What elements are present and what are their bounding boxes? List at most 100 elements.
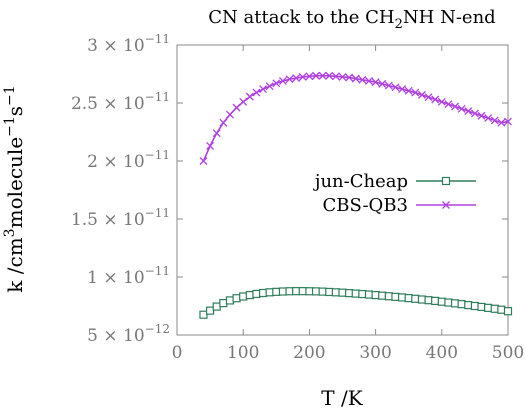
data-point — [252, 88, 261, 97]
data-point — [404, 294, 413, 303]
data-point — [259, 85, 268, 94]
data-point — [331, 288, 340, 297]
data-point — [345, 289, 354, 298]
data-point — [444, 298, 453, 307]
data-point — [272, 287, 281, 296]
data-point — [450, 299, 460, 308]
data-point — [484, 114, 493, 123]
data-point — [245, 290, 254, 300]
data-point — [212, 302, 221, 311]
y-axis-label: k /cm3molecule−1s−1 — [2, 85, 27, 292]
data-point — [391, 292, 400, 301]
data-point — [470, 109, 479, 118]
data-point — [312, 71, 320, 80]
data-point — [298, 287, 307, 296]
y-tick-label: 2.5 × 10−11 — [71, 90, 170, 114]
y-tick-label: 1 × 10−11 — [87, 264, 170, 288]
data-point — [477, 111, 486, 120]
data-point — [378, 291, 387, 300]
data-point — [219, 118, 228, 127]
data-point — [365, 77, 373, 85]
data-point — [265, 82, 274, 91]
data-point — [424, 93, 433, 102]
data-point — [384, 81, 393, 90]
data-point — [391, 83, 400, 92]
legend-label: CBS-QB3 — [322, 195, 408, 216]
data-point — [404, 86, 413, 95]
data-point — [272, 79, 281, 88]
data-point — [424, 296, 433, 305]
data-point — [226, 110, 234, 119]
x-tick-label: 100 — [227, 343, 259, 363]
data-point — [285, 287, 294, 296]
x-tick-label: 400 — [426, 343, 458, 363]
data-point — [292, 74, 301, 83]
data-point — [437, 297, 446, 306]
data-point — [318, 287, 327, 296]
series-cbs-qb3 — [199, 71, 512, 165]
data-point — [371, 78, 380, 87]
data-point — [285, 75, 294, 84]
data-point — [378, 79, 387, 88]
data-point — [431, 95, 440, 104]
data-point — [206, 306, 215, 315]
axes: 0 100 200 300 400 500 5 × 10−12 1 × 10−11 1.5 × … — [71, 32, 524, 363]
data-point — [325, 71, 334, 80]
data-point — [212, 129, 221, 138]
data-point — [232, 103, 241, 112]
legend-marker — [442, 201, 450, 209]
series-layer — [199, 71, 513, 319]
legend: jun-Cheap CBS-QB3 — [313, 171, 476, 216]
data-point — [252, 289, 261, 299]
data-point — [199, 157, 208, 165]
data-point — [338, 288, 347, 297]
data-point — [444, 100, 453, 109]
data-point — [384, 292, 393, 301]
data-point — [239, 97, 248, 106]
data-point — [497, 118, 506, 127]
data-point — [464, 300, 473, 310]
data-point — [477, 302, 486, 312]
data-point — [245, 92, 254, 101]
data-point — [417, 90, 426, 99]
data-point — [503, 307, 513, 316]
legend-marker — [441, 176, 451, 186]
series-line — [202, 74, 509, 162]
plot-frame — [176, 44, 509, 336]
data-point — [417, 295, 427, 304]
data-point — [437, 97, 446, 106]
data-point — [358, 289, 367, 299]
data-point — [457, 104, 466, 113]
data-point — [265, 288, 274, 297]
data-point — [451, 102, 459, 111]
data-point — [358, 75, 367, 84]
data-point — [219, 299, 228, 308]
data-point — [318, 71, 327, 80]
data-point — [411, 294, 420, 303]
data-point — [497, 305, 506, 314]
data-point — [199, 310, 208, 319]
chart-title-suffix: NH N-end — [403, 7, 496, 28]
data-point — [331, 72, 340, 81]
data-point — [338, 72, 347, 81]
data-point — [398, 85, 407, 94]
data-point — [490, 116, 499, 125]
x-tick-label: 0 — [172, 343, 183, 363]
data-point — [325, 287, 334, 297]
data-point — [278, 77, 287, 85]
data-point — [278, 287, 288, 296]
data-point — [225, 296, 235, 305]
y-tick-label: 3 × 10−11 — [87, 32, 170, 56]
chart-title: CN attack to the CH2NH N-end — [208, 7, 495, 32]
chart-title-subscript: 2 — [395, 17, 403, 32]
x-tick-label: 300 — [359, 343, 391, 363]
data-point — [239, 292, 248, 301]
data-point — [431, 296, 440, 305]
data-point — [305, 72, 314, 81]
plot-area — [176, 44, 509, 336]
y-tick-label: 1.5 × 10−11 — [71, 206, 170, 230]
data-point — [470, 301, 479, 311]
data-point — [490, 304, 499, 313]
series-jun-cheap — [199, 287, 513, 319]
y-tick-label: 5 × 10−12 — [87, 322, 170, 346]
